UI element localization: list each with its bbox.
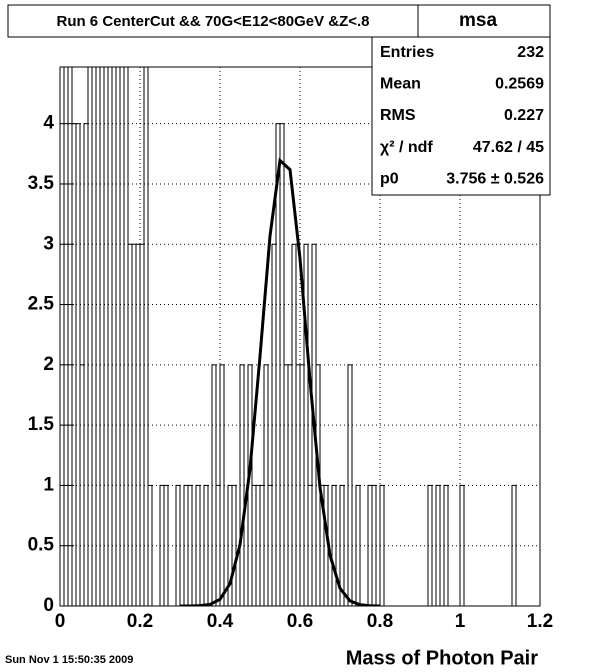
plot-frame: [59, 66, 541, 607]
stats-label: RMS: [380, 107, 416, 124]
histogram-bar: [60, 67, 65, 606]
histogram-bar: [95, 67, 101, 606]
x-tick-label: 0.8: [367, 611, 393, 632]
histogram-bar: [111, 67, 117, 606]
stats-value: 0.2569: [495, 76, 544, 93]
histogram-bar: [115, 67, 121, 606]
x-tick-label: 0.4: [207, 611, 234, 632]
histogram-bar: [239, 364, 245, 606]
x-tick-label: 0: [55, 611, 66, 632]
x-tick-label: 0.2: [127, 611, 153, 632]
chart-title: Run 6 CenterCut && 70G<E12<80GeV &Z<.8: [56, 13, 369, 30]
histogram-bar: [103, 67, 109, 606]
x-tick-label: 1.2: [527, 611, 553, 632]
x-axis-label: Mass of Photon Pair: [346, 647, 538, 669]
y-tick-label: 3: [43, 233, 54, 254]
title-box: [7, 4, 419, 38]
y-tick-label: 2: [43, 354, 54, 375]
y-tick-label: 1.5: [28, 414, 55, 435]
stats-value: 47.62 / 45: [473, 139, 544, 156]
y-tick-label: 3.5: [28, 173, 55, 194]
stats-label: Entries: [380, 44, 434, 61]
plot-area: 0 0.5 1 1.5 2 2.5 3 3.5 4 0 0.2 0.4 0.6 0.8 1 1.2: [28, 66, 553, 632]
y-tick-label: 1: [43, 474, 54, 495]
y-tick-label: 0: [43, 595, 54, 616]
fit-curve: [180, 157, 381, 606]
stats-value: 3.756 ± 0.526: [446, 170, 544, 187]
stats-label: χ² / ndf: [380, 139, 433, 156]
histogram-bar: [119, 67, 125, 606]
histogram-bar: [303, 243, 309, 606]
stats-value: 0.227: [504, 107, 544, 124]
histogram-bar: [87, 67, 93, 606]
stats-label: p0: [380, 170, 399, 187]
y-tick-label: 0.5: [28, 535, 55, 556]
stats-value: 232: [517, 44, 544, 61]
stats-title: msa: [459, 10, 497, 31]
histogram-bar: [63, 67, 69, 606]
histogram-bar: [219, 364, 225, 606]
histogram-bar: [91, 67, 97, 606]
y-tick-label: 4: [43, 113, 54, 134]
histogram-bar: [67, 67, 73, 606]
stats-label: Mean: [380, 76, 421, 93]
stats-body: [371, 36, 551, 196]
histogram-bar: [99, 67, 105, 606]
footer-date: Sun Nov 1 15:50:35 2009: [5, 654, 133, 666]
histogram-bar: [107, 67, 113, 606]
histogram-bar: [347, 364, 353, 606]
stats-header: [417, 4, 551, 38]
y-tick-label: 2.5: [28, 294, 55, 315]
x-tick-label: 0.6: [287, 611, 313, 632]
stats-box: msa Entries 232 Mean 0.2569 RMS 0.227 χ² / ndf 4…: [371, 4, 551, 196]
x-tick-label: 1: [455, 611, 466, 632]
